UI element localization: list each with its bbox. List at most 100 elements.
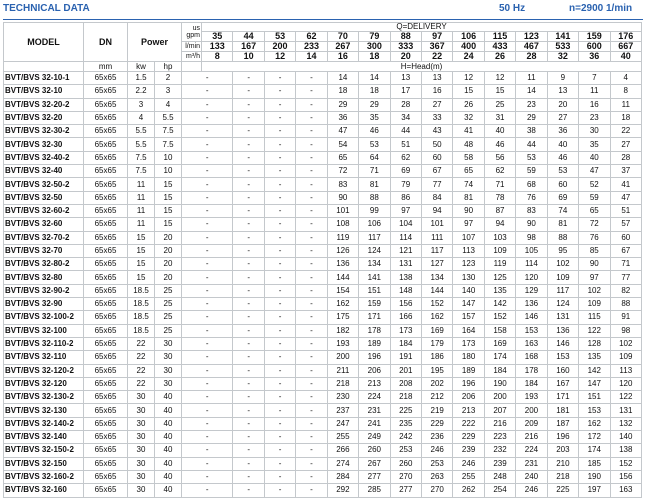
head-cell: 83 [515,203,548,219]
head-cell: 107 [452,230,485,245]
flow-lmin: 400 [452,41,485,52]
head-cell: 270 [389,469,422,485]
head-cell: - [232,230,265,245]
flow-m3h: 10 [232,51,265,62]
table-row: BVT/BVS 32-90 65x65 18.5 25- - - -162 159 156 152… [3,297,643,312]
head-cell: 147 [578,376,611,392]
spec-cell: 40 [153,483,183,498]
flow-m3h: 24 [452,51,485,62]
spec-cell: 30 [127,416,155,432]
head-cell: 266 [326,443,360,458]
head-cell: 178 [515,363,548,378]
head-cell: - [263,124,297,139]
head-cell: 255 [326,430,360,445]
head-cell: 106 [358,217,391,232]
head-cell: - [263,203,297,219]
spec-cell: 65x65 [83,430,128,445]
head-cell: - [232,70,265,86]
head-cell: 210 [546,456,580,471]
head-cell: 242 [389,430,422,445]
head-cell: 181 [546,403,580,418]
head-cell: 239 [452,443,485,458]
head-cell: 122 [609,390,643,405]
head-cell: 146 [546,336,580,352]
spec-cell: 65x65 [83,310,128,325]
head-cell: 151 [578,390,611,405]
head-cell: 34 [389,110,422,126]
head-cell: 231 [358,403,391,418]
head-cell: 241 [358,416,391,432]
head-cell: - [181,257,234,272]
head-cell: - [295,150,328,166]
head-cell: 124 [546,297,580,312]
head-cell: 50 [420,137,454,152]
head-cell: 218 [546,469,580,485]
flow-gpm: 159 [578,31,611,42]
head-cell: 72 [326,164,360,179]
spec-cell: 30 [127,483,155,498]
head-cell: 27 [546,110,580,126]
head-cell: 206 [452,390,485,405]
spec-cell: 40 [153,456,183,471]
table-row: BVT/BVS 32-20-2 65x65 3 4- - - -29 29 28 27 26 25 23… [3,97,643,112]
head-cell: 216 [515,430,548,445]
head-cell: 229 [420,416,454,432]
spec-cell: 25 [153,283,183,299]
head-cell: 157 [452,310,485,325]
head-cell: 29 [358,97,391,112]
head-cell: - [181,124,234,139]
head-cell: 60 [609,230,643,245]
head-cell: 156 [609,469,643,485]
table-row: BVT/BVS 32-50 65x65 11 15- - - -90 88 86 84 81 78 76… [3,190,643,205]
head-cell: 94 [483,217,517,232]
head-cell: - [263,257,297,272]
head-cell: 88 [358,190,391,205]
header-row: MODEL DN Power us gpm Q=DELIVERY [3,22,643,62]
head-cell: 72 [578,217,611,232]
spec-cell: 30 [153,363,183,378]
head-cell: 53 [358,137,391,152]
model-cell: BVT/BVS 32-80-2 [3,257,84,272]
head-cell: 175 [326,310,360,325]
head-cell: 44 [389,124,422,139]
head-cell: 120 [609,376,643,392]
head-cell: 104 [389,217,422,232]
head-cell: - [181,137,234,152]
head-cell: 235 [389,416,422,432]
flow-m3h: 40 [609,51,643,62]
flow-gpm: 176 [609,31,643,42]
spec-cell: 65x65 [83,70,128,86]
head-cell: 87 [483,203,517,219]
head-cell: - [295,376,328,392]
head-cell: 144 [326,270,360,285]
flow-m3h: 18 [358,51,391,62]
head-cell: 76 [515,190,548,205]
head-cell: 212 [420,390,454,405]
header-row: m³/h 8 10 12 14 16 18 20 22 24 26 28 32 36 40 [4,51,643,62]
head-cell: 125 [483,270,517,285]
spec-cell: 65x65 [83,323,128,338]
head-cell: 184 [389,336,422,352]
head-cell: 11 [578,84,611,99]
head-cell: - [263,283,297,299]
head-cell: 15 [452,84,485,99]
table-row: BVT/BVS 32-40-2 65x65 7.5 10- - - -65 64 62 60 58 5… [3,150,643,166]
head-cell: 135 [578,350,611,365]
head-cell: 27 [420,97,454,112]
head-cell: 69 [546,190,580,205]
model-cell: BVT/BVS 32-160 [3,483,84,498]
head-cell: 197 [578,483,611,498]
head-cell: - [263,137,297,152]
spec-cell: 18.5 [127,323,155,338]
model-cell: BVT/BVS 32-120-2 [3,363,84,378]
head-cell: - [263,350,297,365]
head-cell: - [232,283,265,299]
head-cell: 20 [546,97,580,112]
head-cell: 152 [609,456,643,471]
head-cell: 138 [609,443,643,458]
head-cell: - [295,164,328,179]
head-cell: 156 [389,297,422,312]
head-cell: 46 [358,124,391,139]
head-cell: - [295,190,328,205]
head-cell: 97 [452,217,485,232]
